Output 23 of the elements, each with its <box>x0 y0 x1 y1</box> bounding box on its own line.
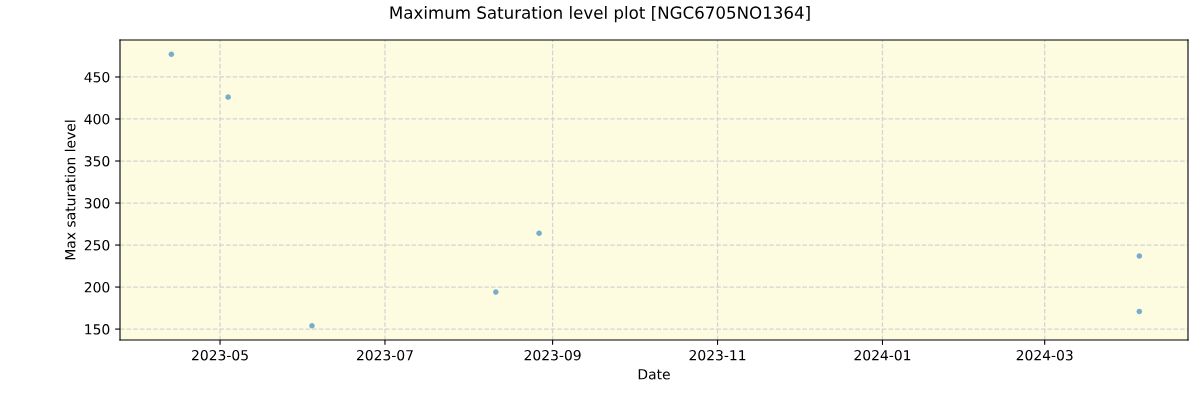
point <box>536 230 542 237</box>
point <box>493 289 499 295</box>
x-tick-label: 2023-09 <box>524 349 581 361</box>
point <box>309 322 315 329</box>
y-tick-label: 450 <box>84 71 110 83</box>
y-tick-label: 300 <box>84 197 110 209</box>
chart-title: Maximum Saturation level plot [NGC6705NO1364] <box>390 6 810 23</box>
y-tick-label: 200 <box>84 282 110 293</box>
x-tick-label: 2024-01 <box>854 349 911 361</box>
x-tick-label: 2023-11 <box>689 349 746 361</box>
point <box>168 51 175 58</box>
x-axis-title: Date <box>638 369 670 380</box>
x-tick-label: 2023-07 <box>356 349 413 361</box>
point <box>1136 308 1143 315</box>
y-tick-label: 250 <box>84 240 110 251</box>
x-tick-label: 2024-03 <box>1016 349 1073 361</box>
y-axis-title: Max saturation level <box>64 120 76 260</box>
y-tick-label: 400 <box>84 113 110 125</box>
x-tick-label: 2023-05 <box>192 349 248 361</box>
y-tick-label: 150 <box>85 324 110 335</box>
y-tick-label: 350 <box>84 155 110 167</box>
point <box>225 94 231 100</box>
point <box>1136 253 1143 259</box>
